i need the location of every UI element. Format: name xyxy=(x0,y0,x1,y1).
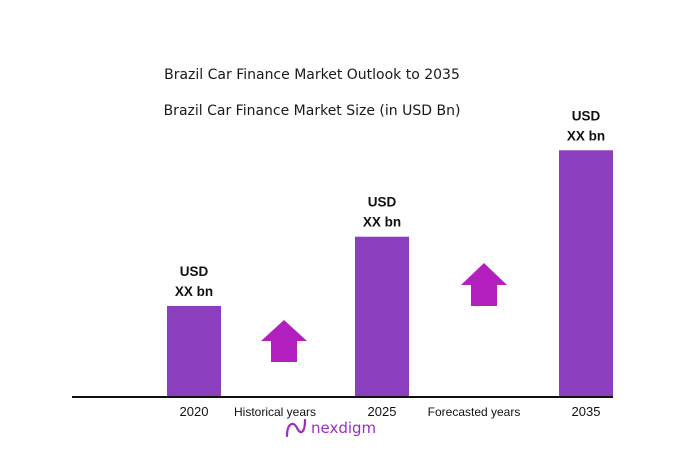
value-labels: USD XX bn USD XX bn USD XX bn xyxy=(175,108,605,299)
value-label-currency-2020: USD xyxy=(180,264,209,279)
x-tick-label-2020: 2020 xyxy=(180,404,209,419)
bars xyxy=(167,150,613,396)
nexdigm-logo-icon xyxy=(285,418,307,438)
value-label-currency-2035: USD xyxy=(572,108,601,123)
value-label-amount-2025: XX bn xyxy=(363,215,401,230)
growth-arrow-icon-historical xyxy=(261,320,307,362)
value-label-amount-2020: XX bn xyxy=(175,284,213,299)
value-label-amount-2035: XX bn xyxy=(567,128,605,143)
value-label-currency-2025: USD xyxy=(368,195,397,210)
bar-2025 xyxy=(355,236,409,396)
period-label-forecasted: Forecasted years xyxy=(428,405,521,419)
growth-arrow-icon-forecasted xyxy=(461,263,507,306)
brand-logo: nexdigm xyxy=(285,418,376,438)
period-label-historical: Historical years xyxy=(234,405,316,419)
bar-2020 xyxy=(167,306,221,396)
chart-title: Brazil Car Finance Market Outlook to 203… xyxy=(164,67,460,83)
x-tick-label-2025: 2025 xyxy=(368,404,397,419)
brand-name: nexdigm xyxy=(311,419,376,437)
chart-subtitle: Brazil Car Finance Market Size (in USD B… xyxy=(164,103,461,119)
x-tick-labels: 2020 2025 2035 xyxy=(180,404,601,419)
bar-2035 xyxy=(559,150,613,396)
x-tick-label-2035: 2035 xyxy=(572,404,601,419)
